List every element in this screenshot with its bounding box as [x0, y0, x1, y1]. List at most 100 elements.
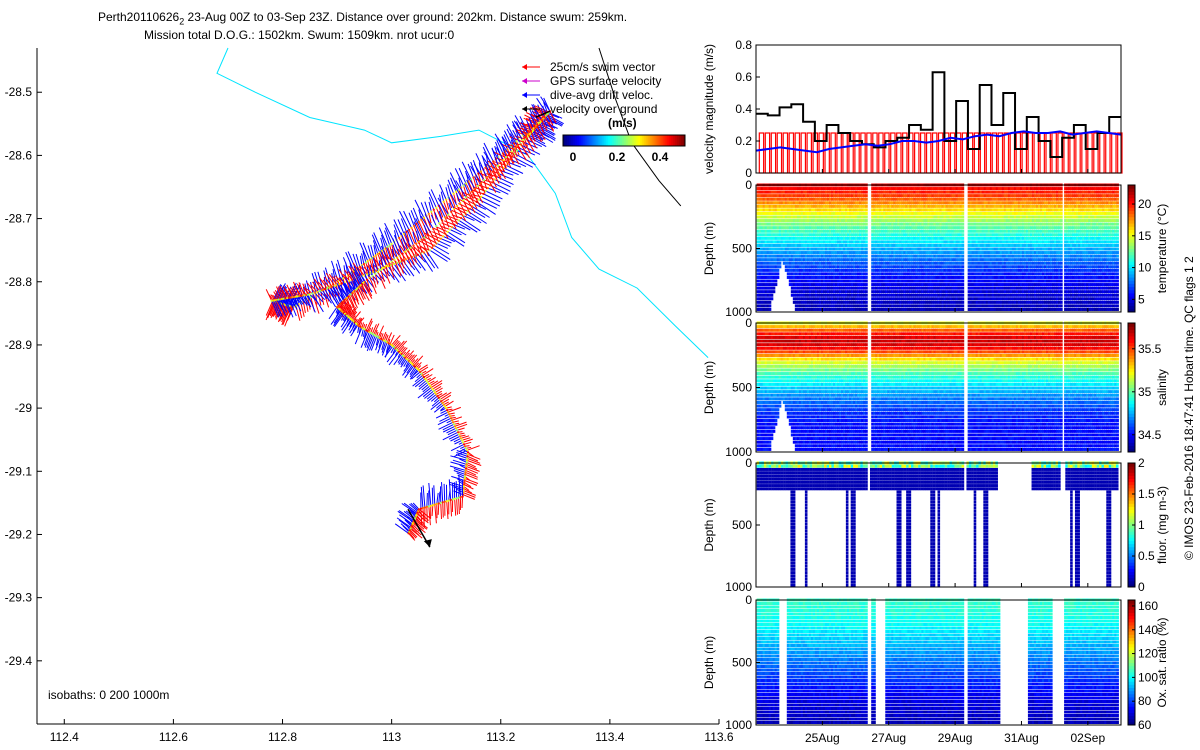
- map-x-tick-label: 113.2: [486, 730, 515, 744]
- swim-vector: [425, 375, 432, 379]
- track-point: [429, 231, 431, 233]
- track-point: [508, 153, 510, 155]
- track-point: [494, 178, 496, 180]
- swim-speed-bar: [1106, 133, 1110, 173]
- track-point: [516, 145, 518, 147]
- track-point: [538, 122, 540, 124]
- track-point: [435, 225, 437, 227]
- track-point: [448, 413, 450, 415]
- dive-drift-vector: [506, 165, 523, 173]
- profile-sample: [865, 248, 868, 251]
- track-point: [465, 467, 467, 469]
- track-point: [433, 245, 435, 247]
- panel-y-label: velocity magnitude (m/s): [702, 44, 716, 174]
- track-point: [456, 205, 458, 207]
- track-point: [408, 229, 410, 231]
- dive-drift-vector: [431, 189, 439, 205]
- track-point: [426, 506, 428, 508]
- dive-drift-vector: [427, 493, 428, 507]
- track-point: [480, 170, 482, 172]
- swim-speed-bar: [915, 133, 919, 173]
- profile-sample: [865, 244, 868, 247]
- track-point: [465, 196, 467, 198]
- dive-drift-vector: [360, 256, 361, 266]
- swim-speed-bar: [771, 133, 775, 173]
- panel-y-tick-label: 0.2: [735, 134, 752, 148]
- track-point: [319, 290, 321, 292]
- dive-drift-vector: [449, 434, 459, 439]
- track-point: [441, 402, 443, 404]
- track-point: [393, 263, 395, 265]
- map-panel: 112.4 112.6 112.8 113 113.2 113.4 113.6-28.5-2…: [5, 48, 734, 744]
- track-point: [452, 421, 454, 423]
- track-point: [366, 279, 368, 281]
- track-point: [405, 258, 407, 260]
- map-y-tick-label: -29.4: [5, 654, 33, 668]
- swim-speed-bar: [927, 133, 931, 173]
- panel-y-tick-label: 0.8: [735, 38, 752, 52]
- profile-sample: [865, 283, 868, 286]
- swim-speed-bar: [789, 133, 793, 173]
- profile-sample: [865, 276, 868, 279]
- profile-sample: [865, 308, 868, 311]
- dive-drift-vector: [421, 487, 423, 508]
- swim-speed-bar: [783, 133, 787, 173]
- profile-sample: [771, 297, 774, 300]
- profile-sample: [773, 290, 776, 293]
- track-point: [382, 267, 384, 269]
- track-point: [412, 245, 414, 247]
- track-point: [435, 207, 437, 209]
- track-point: [454, 498, 456, 500]
- track-point: [413, 225, 415, 227]
- swim-vector: [462, 497, 463, 508]
- profile-sample: [865, 219, 868, 222]
- track-point: [419, 371, 421, 373]
- track-point: [435, 393, 437, 395]
- track-point: [480, 196, 482, 198]
- track-point: [497, 165, 499, 167]
- track-point: [420, 508, 422, 510]
- map-colorbar-tick: 0.2: [609, 150, 626, 164]
- track-point: [321, 289, 323, 291]
- isobath-note: isobaths: 0 200 1000m: [48, 688, 169, 702]
- track-point: [449, 415, 451, 417]
- track-point: [423, 236, 425, 238]
- dive-drift-vector: [436, 403, 442, 408]
- track-point: [407, 532, 409, 534]
- track-point: [453, 193, 455, 195]
- swim-speed-bar: [885, 133, 889, 173]
- track-vectors: [266, 97, 564, 541]
- track-point: [464, 445, 466, 447]
- profile-sample: [769, 308, 772, 311]
- swim-speed-bar: [1022, 133, 1026, 173]
- track-point: [464, 471, 466, 473]
- map-y-tick-label: -29.1: [5, 464, 33, 478]
- dive-drift-vector: [448, 430, 457, 434]
- track-point: [463, 185, 465, 187]
- profile-sample: [865, 230, 868, 233]
- swim-speed-bar: [819, 133, 823, 173]
- profile-sample: [865, 212, 868, 215]
- swim-speed-bar: [807, 133, 811, 173]
- swim-speed-bar: [891, 133, 895, 173]
- profile-sample: [865, 269, 868, 272]
- swim-speed-bar: [909, 133, 913, 173]
- track-point: [398, 237, 400, 239]
- profile-sample: [865, 201, 868, 204]
- track-point: [458, 433, 460, 435]
- profile-sample: [865, 187, 868, 190]
- track-point: [445, 199, 447, 201]
- swim-speed-bar: [921, 133, 925, 173]
- dive-drift-vector: [459, 168, 466, 183]
- track-point: [389, 244, 391, 246]
- track-point: [417, 254, 419, 256]
- map-y-tick-label: -29.2: [5, 527, 33, 541]
- legend-entry: dive-avg drift veloc.: [550, 88, 653, 102]
- track-point: [519, 142, 521, 144]
- swim-vector: [459, 498, 460, 514]
- profile-sample: [769, 301, 772, 304]
- track-point: [375, 254, 377, 256]
- swim-speed-bar: [1064, 133, 1068, 173]
- track-point: [524, 136, 526, 138]
- swim-speed-bar: [777, 133, 781, 173]
